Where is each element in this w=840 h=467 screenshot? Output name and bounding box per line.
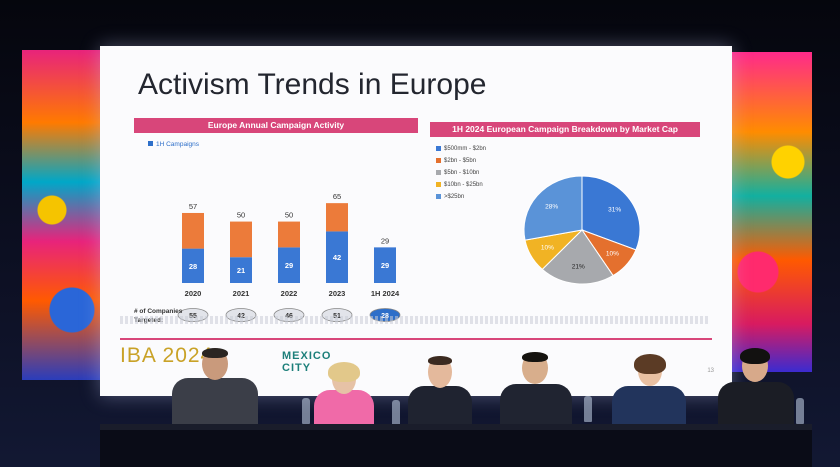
right-chart-title: 1H 2024 European Campaign Breakdown by M… — [430, 122, 700, 137]
pie-slice — [541, 229, 614, 285]
bar-total-label: 50 — [285, 211, 293, 220]
stage-decoration-left — [22, 50, 100, 380]
pie-legend-label: $10bn - $25bn — [444, 182, 483, 189]
pie-legend-item: $2bn - $5bn — [436, 158, 486, 164]
bar-1h — [230, 257, 252, 283]
x-tick-label: 2020 — [185, 289, 202, 298]
pie-legend-swatch — [436, 182, 441, 188]
pie-slice — [581, 175, 641, 251]
bar-value-label: 42 — [333, 253, 341, 262]
bar-1h — [374, 247, 396, 283]
bar-1h — [278, 247, 300, 283]
bar-value-label: 28 — [189, 262, 197, 271]
bar-2h — [278, 221, 300, 248]
x-tick-label: 2021 — [233, 289, 250, 298]
bar-total-label: 57 — [189, 202, 197, 211]
pie-legend-label: $2bn - $5bn — [444, 158, 477, 165]
stage-decoration-right — [728, 52, 812, 372]
event-city: MEXICO CITY — [282, 350, 332, 374]
bar-chart-legend: 1H Campaigns — [148, 141, 199, 148]
event-logo: IBA 2024 MEXICO CITY — [120, 344, 330, 374]
pie-chart-legend: $500mm - $2bn $2bn - $5bn $5bn - $10bn $10b… — [436, 146, 486, 206]
pie-legend-item: >$25bn — [436, 194, 486, 200]
pie-legend-item: $500mm - $2bn — [436, 146, 486, 152]
companies-targeted-label: # of Companies — [134, 308, 183, 315]
pie-slice-label: 28% — [545, 204, 558, 211]
x-tick-label: 1H 2024 — [371, 289, 400, 298]
pie-slice-label: 21% — [572, 264, 585, 271]
bar-2h — [182, 212, 204, 249]
bar-value-label: 21 — [237, 266, 245, 275]
bar-total-label: 65 — [333, 192, 341, 201]
bar-value-label: 29 — [381, 261, 389, 270]
x-tick-label: 2023 — [329, 289, 346, 298]
pie-slice-label: 10% — [541, 245, 554, 252]
pie-legend-label: $500mm - $2bn — [444, 146, 487, 153]
panel-desk-edge — [100, 424, 812, 432]
water-bottle — [796, 398, 804, 424]
pie-legend-swatch — [436, 146, 441, 151]
water-bottle — [584, 396, 592, 422]
pie-chart: 31% 10% 21% 10% 28% — [523, 175, 641, 285]
pie-legend-swatch — [436, 158, 441, 164]
legend-label: 1H Campaigns — [156, 141, 199, 148]
slide-footnote — [120, 316, 710, 324]
pie-legend-item: $10bn - $25bn — [436, 182, 486, 188]
water-bottle — [302, 398, 310, 424]
pie-slice-label: 31% — [608, 206, 621, 213]
slide-divider — [120, 338, 712, 340]
pie-legend-swatch — [436, 194, 441, 200]
water-bottle — [392, 400, 400, 426]
bar-value-label: 29 — [285, 261, 293, 270]
legend-swatch — [148, 141, 153, 146]
left-chart-title: Europe Annual Campaign Activity — [134, 118, 418, 133]
pie-slice — [523, 175, 583, 241]
bar-2h — [326, 203, 348, 232]
page-number: 13 — [707, 368, 714, 374]
pie-legend-label: >$25bn — [444, 194, 465, 201]
bar-1h — [182, 248, 204, 283]
presentation-slide: Activism Trends in Europe Europe Annual … — [100, 46, 732, 396]
x-tick-label: 2022 — [281, 289, 298, 298]
pie-slice-label: 10% — [606, 250, 619, 257]
pie-legend-label: $5bn - $10bn — [444, 170, 480, 177]
panel-desk — [100, 430, 812, 467]
pie-legend-swatch — [436, 170, 441, 176]
bar-2h — [230, 221, 252, 258]
pie-legend-item: $5bn - $10bn — [436, 170, 486, 176]
bar-1h — [326, 231, 348, 283]
event-name: IBA 2024 — [120, 344, 214, 367]
bar-total-label: 50 — [237, 211, 245, 220]
bar-chart: 2857202055215020214229502022464265202351… — [134, 192, 401, 324]
bar-total-label: 29 — [381, 236, 389, 245]
slide-title: Activism Trends in Europe — [138, 68, 487, 101]
